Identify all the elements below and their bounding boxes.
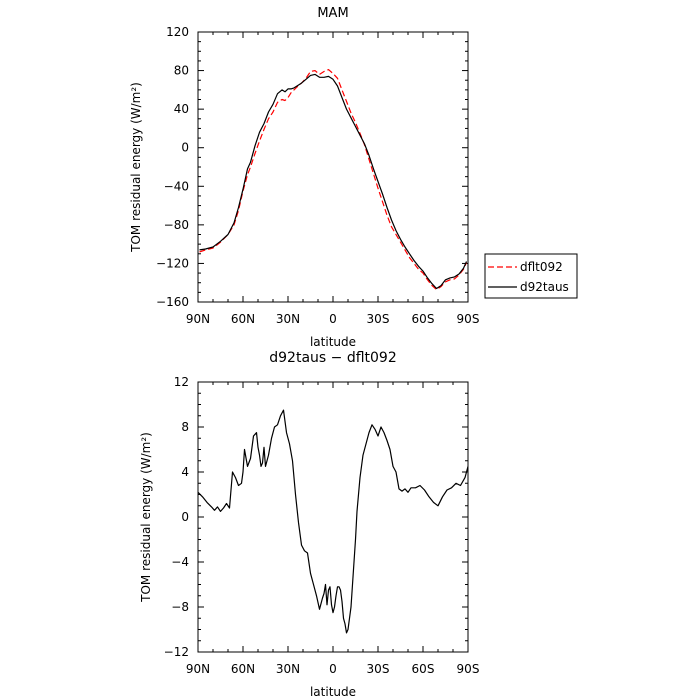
y-tick-label: 0 bbox=[181, 510, 189, 524]
y-axis-label: TOM residual energy (W/m²) bbox=[139, 432, 153, 603]
chart-panel-1: 90N 60N 30N 0 30S 60S 90S 120 80 40 0 −40 −80 −120 −16… bbox=[129, 6, 578, 349]
y-tick-label: 12 bbox=[174, 375, 189, 389]
legend-box bbox=[484, 253, 578, 299]
x-tick-label: 60N bbox=[231, 662, 255, 676]
x-tick-label: 90S bbox=[457, 662, 480, 676]
y-tick-label: 40 bbox=[174, 102, 189, 116]
x-tick-label: 60N bbox=[231, 312, 255, 326]
plot-frame bbox=[197, 31, 469, 303]
y-tick-label: −12 bbox=[164, 645, 189, 659]
x-tick-label: 0 bbox=[329, 662, 337, 676]
y-tick-label: 8 bbox=[181, 420, 189, 434]
legend-label: d92taus bbox=[520, 280, 569, 294]
y-tick-label: 0 bbox=[181, 141, 189, 155]
y-tick-label: −80 bbox=[164, 218, 189, 232]
x-tick-label: 60S bbox=[412, 312, 435, 326]
chart-title: d92taus − dflt092 bbox=[269, 350, 396, 366]
y-tick-label: −160 bbox=[156, 295, 189, 309]
y-tick-label: −40 bbox=[164, 179, 189, 193]
x-tick-label: 30N bbox=[276, 312, 300, 326]
chart-title: MAM bbox=[317, 6, 348, 21]
x-tick-label: 90N bbox=[186, 662, 210, 676]
y-axis-label: TOM residual energy (W/m²) bbox=[129, 82, 143, 253]
y-tick-label: 120 bbox=[166, 25, 189, 39]
series-line-series-1 bbox=[198, 409, 468, 634]
x-tick-label: 90N bbox=[186, 312, 210, 326]
x-tick-label: 30N bbox=[276, 662, 300, 676]
legend-label: dflt092 bbox=[520, 260, 563, 274]
chart-panel-2: 90N 60N 30N 0 30S 60S 90S 12 8 4 0 −4 −8 −12 d92taus −… bbox=[139, 350, 479, 699]
series-line-d92taus bbox=[199, 73, 468, 290]
x-tick-label: 90S bbox=[457, 312, 480, 326]
x-axis-label: latitude bbox=[310, 335, 356, 349]
series-line-dflt092 bbox=[199, 68, 468, 291]
y-tick-label: −120 bbox=[156, 256, 189, 270]
x-tick-label: 30S bbox=[367, 662, 390, 676]
y-tick-label: −8 bbox=[171, 600, 189, 614]
y-tick-label: 4 bbox=[181, 465, 189, 479]
y-tick-label: 80 bbox=[174, 64, 189, 78]
x-tick-label: 0 bbox=[329, 312, 337, 326]
legend: dflt092 d92taus bbox=[484, 253, 578, 299]
y-tick-label: −4 bbox=[171, 555, 189, 569]
x-tick-label: 60S bbox=[412, 662, 435, 676]
x-axis-label: latitude bbox=[310, 685, 356, 699]
x-tick-label: 30S bbox=[367, 312, 390, 326]
